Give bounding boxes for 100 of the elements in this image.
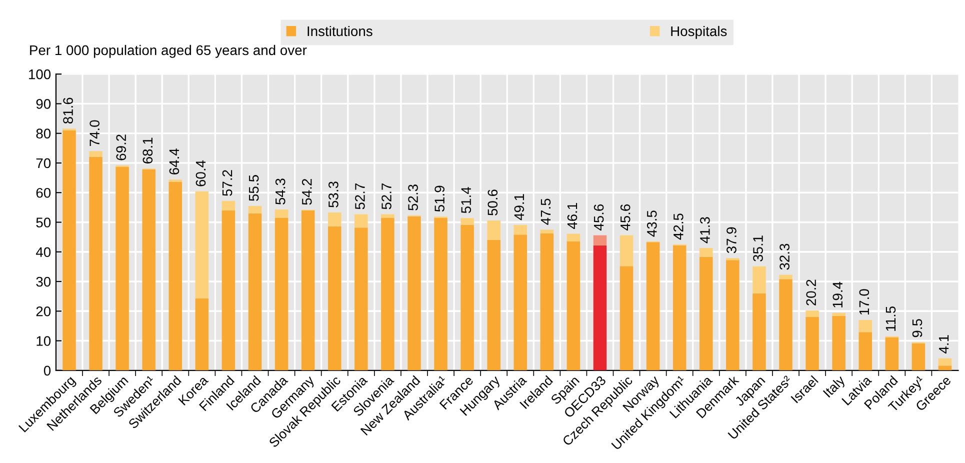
total-label: 20.2 <box>806 280 816 306</box>
y-tick-label: 100 <box>28 69 51 80</box>
bar <box>566 234 580 242</box>
bar <box>408 216 421 370</box>
total-label: 50.6 <box>488 190 498 216</box>
legend-label: Institutions <box>308 26 372 36</box>
bar <box>354 214 368 228</box>
y-tick-label: 90 <box>36 99 51 109</box>
bar <box>222 200 236 210</box>
bar <box>700 248 713 257</box>
bar <box>885 338 899 370</box>
bar <box>646 242 660 370</box>
total-label: 19.4 <box>832 282 843 308</box>
legend-label: Hospitals <box>671 26 727 39</box>
total-label: 49.1 <box>514 194 524 220</box>
total-label: 60.4 <box>196 160 206 186</box>
bar <box>700 256 713 370</box>
bar <box>89 157 102 370</box>
bar <box>381 218 394 370</box>
total-label: 17.0 <box>859 289 870 315</box>
total-label: 57.2 <box>222 170 232 196</box>
bar <box>514 224 528 235</box>
total-label: 81.6 <box>63 98 73 124</box>
bar <box>487 240 500 370</box>
y-tick-label: 80 <box>36 128 51 139</box>
bar <box>195 298 209 370</box>
total-label: 47.5 <box>540 198 551 225</box>
total-label: 45.6 <box>620 204 630 231</box>
bar <box>195 191 209 298</box>
total-label: 43.5 <box>646 210 657 237</box>
total-label: 74.0 <box>90 120 100 146</box>
bar <box>752 293 766 370</box>
y-axis-title: Per 1 000 population aged 65 years and over <box>30 44 307 58</box>
total-label: 54.2 <box>302 179 312 205</box>
bar <box>354 228 368 370</box>
y-tick-label: 20 <box>36 306 51 316</box>
bar <box>328 212 342 226</box>
bar <box>779 274 792 280</box>
total-label: 53.3 <box>328 182 338 208</box>
bar <box>566 241 580 370</box>
y-tick-label: 60 <box>36 188 51 198</box>
bar <box>434 218 448 370</box>
total-label: 45.6 <box>594 204 604 231</box>
bar <box>89 151 102 158</box>
y-tick-label: 0 <box>44 366 51 376</box>
total-label: 51.9 <box>434 186 444 212</box>
bar <box>858 332 872 370</box>
total-label: 46.1 <box>567 203 578 230</box>
bar <box>593 235 607 246</box>
total-label: 52.7 <box>355 183 365 210</box>
y-tick-label: 40 <box>36 247 51 258</box>
bar <box>328 226 342 370</box>
total-label: 42.5 <box>673 214 684 240</box>
bar <box>62 130 76 370</box>
total-label: 4.1 <box>939 335 949 354</box>
bar <box>540 234 554 370</box>
bar <box>274 218 288 370</box>
total-label: 35.1 <box>753 236 763 262</box>
bar <box>726 260 740 370</box>
total-label: 69.2 <box>116 134 126 160</box>
bar <box>858 320 872 332</box>
bar <box>938 366 952 370</box>
bar <box>248 213 262 370</box>
bar <box>381 214 394 218</box>
bar <box>460 224 474 370</box>
bar <box>806 310 819 318</box>
bar <box>832 316 846 370</box>
y-tick-label: 70 <box>36 158 51 168</box>
total-label: 32.3 <box>780 244 790 270</box>
total-label: 55.5 <box>249 175 259 201</box>
total-label: 41.3 <box>700 217 710 244</box>
total-label: 64.4 <box>169 148 180 174</box>
bar <box>672 245 686 370</box>
bar <box>938 358 952 366</box>
bar <box>779 279 792 370</box>
y-tick-label: 10 <box>36 336 51 346</box>
total-label: 54.3 <box>275 178 286 204</box>
bar <box>168 182 182 370</box>
bar <box>248 206 262 214</box>
bar <box>593 245 607 370</box>
total-label: 52.7 <box>382 183 392 210</box>
bar <box>274 210 288 218</box>
bar <box>142 169 156 370</box>
total-label: 51.4 <box>461 187 472 214</box>
bar <box>116 166 129 370</box>
bar <box>301 210 315 370</box>
y-tick-label: 30 <box>36 276 51 287</box>
bar <box>487 220 500 240</box>
total-label: 52.3 <box>408 184 418 210</box>
bar <box>620 235 634 266</box>
bar <box>540 230 554 234</box>
total-label: 9.5 <box>912 319 922 338</box>
total-label: 11.5 <box>886 306 896 331</box>
total-label: 68.1 <box>142 138 153 164</box>
bar <box>806 317 819 370</box>
bar <box>832 312 846 316</box>
bar <box>222 210 236 370</box>
bar <box>752 266 766 294</box>
bar <box>514 234 528 370</box>
bar <box>460 218 474 225</box>
